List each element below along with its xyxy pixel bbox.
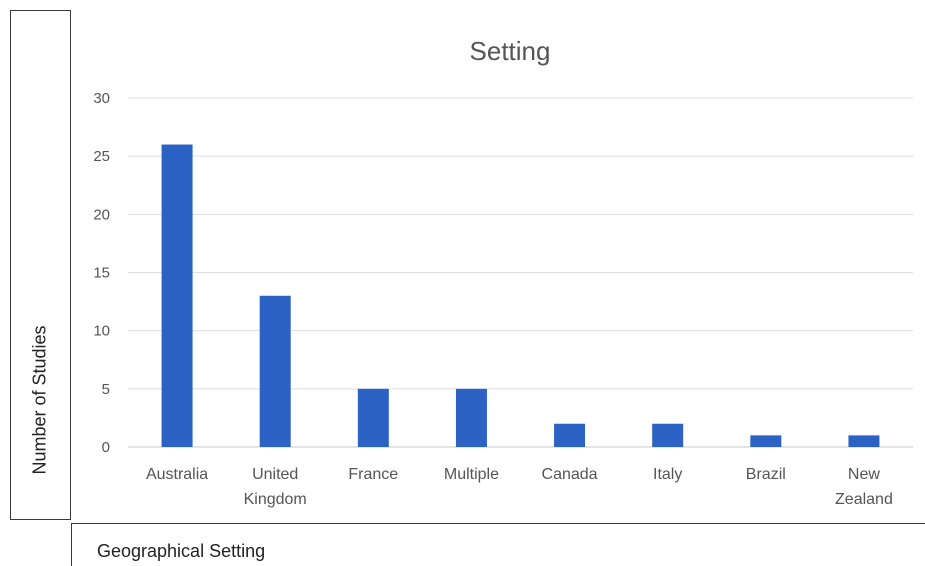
y-tick-label: 30 <box>93 90 110 107</box>
x-tick-label: Canada <box>542 466 598 483</box>
x-tick-label: Brazil <box>746 466 786 483</box>
y-axis-label-box <box>10 10 71 520</box>
x-tick-label: France <box>348 466 398 483</box>
bar <box>357 388 389 447</box>
y-tick-label: 10 <box>93 323 110 340</box>
x-tick-label: Kingdom <box>244 491 307 508</box>
y-tick-label: 0 <box>102 439 110 456</box>
x-tick-label: Italy <box>653 466 682 483</box>
x-tick-label: Zealand <box>835 491 893 508</box>
plot-area-box <box>71 10 925 524</box>
y-tick-label: 5 <box>102 381 110 398</box>
bar <box>554 423 586 447</box>
y-tick-label: 15 <box>93 265 110 282</box>
x-tick-label: Australia <box>146 466 208 483</box>
x-axis-label: Geographical Setting <box>97 541 266 561</box>
bar <box>848 435 880 447</box>
x-tick-labels: Australia United Kingdom France Multiple Cana… <box>146 466 893 508</box>
y-tick-labels: 0 5 10 15 20 25 30 <box>93 90 110 456</box>
x-axis-label-box: Geographical Setting <box>71 524 925 566</box>
bars <box>161 144 880 448</box>
bar <box>161 144 193 448</box>
bar <box>652 423 684 447</box>
y-tick-label: 25 <box>93 148 110 165</box>
x-tick-label: United <box>252 466 298 483</box>
x-tick-label: Multiple <box>444 466 499 483</box>
bar <box>750 435 782 447</box>
bar <box>259 295 291 447</box>
x-tick-label: New <box>848 466 880 483</box>
y-tick-label: 20 <box>93 206 110 223</box>
gridlines <box>128 97 913 448</box>
chart-title: Setting <box>470 36 551 66</box>
bar <box>455 388 487 447</box>
